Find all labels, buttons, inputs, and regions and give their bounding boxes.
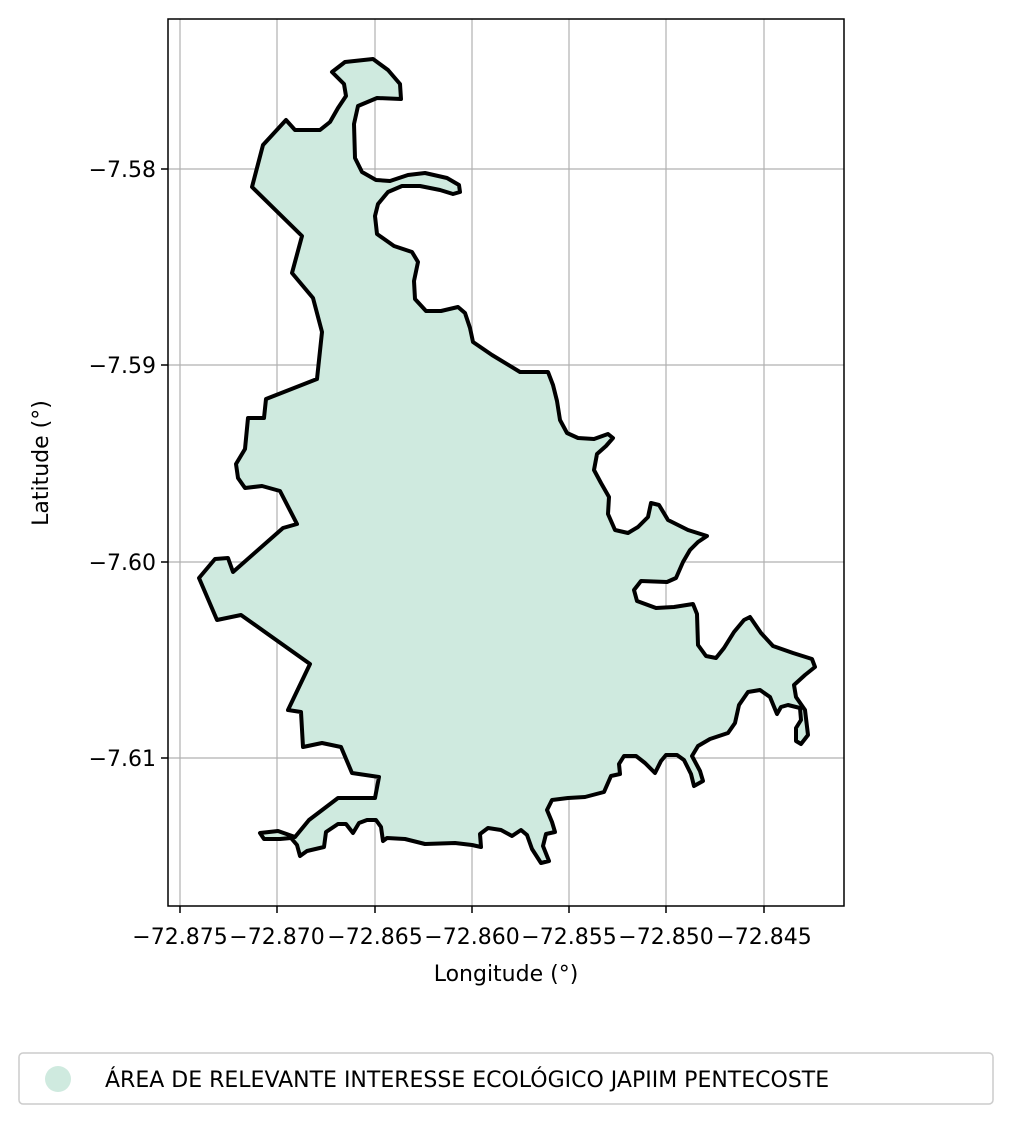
x-axis-label: Longitude (°) xyxy=(434,962,579,987)
x-tick-label: −72.860 xyxy=(424,925,519,950)
y-tick-labels: −7.58 −7.59 −7.60 −7.61 xyxy=(89,158,156,772)
x-tick-label: −72.855 xyxy=(521,925,616,950)
y-axis-label: Latitude (°) xyxy=(29,400,54,526)
x-tick-label: −72.850 xyxy=(618,925,713,950)
legend: ÁREA DE RELEVANTE INTERESSE ECOLÓGICO JA… xyxy=(18,1052,994,1105)
x-tick-marks xyxy=(179,906,765,913)
y-tick-marks xyxy=(161,168,168,759)
legend-label: ÁREA DE RELEVANTE INTERESSE ECOLÓGICO JA… xyxy=(105,1067,829,1093)
x-tick-labels: −72.875 −72.870 −72.865 −72.860 −72.855 … xyxy=(132,925,811,950)
y-tick-label: −7.59 xyxy=(89,354,156,379)
x-tick-label: −72.875 xyxy=(132,925,227,950)
y-tick-label: −7.60 xyxy=(89,551,156,576)
legend-marker xyxy=(45,1066,71,1092)
axes-frame xyxy=(167,18,845,907)
y-tick-label: −7.58 xyxy=(89,158,156,183)
x-tick-label: −72.870 xyxy=(229,925,324,950)
x-tick-label: −72.845 xyxy=(716,925,811,950)
y-tick-label: −7.61 xyxy=(89,747,156,772)
legend-box xyxy=(18,1052,994,1105)
protected-area-polygon xyxy=(197,57,817,865)
x-tick-label: −72.865 xyxy=(327,925,422,950)
